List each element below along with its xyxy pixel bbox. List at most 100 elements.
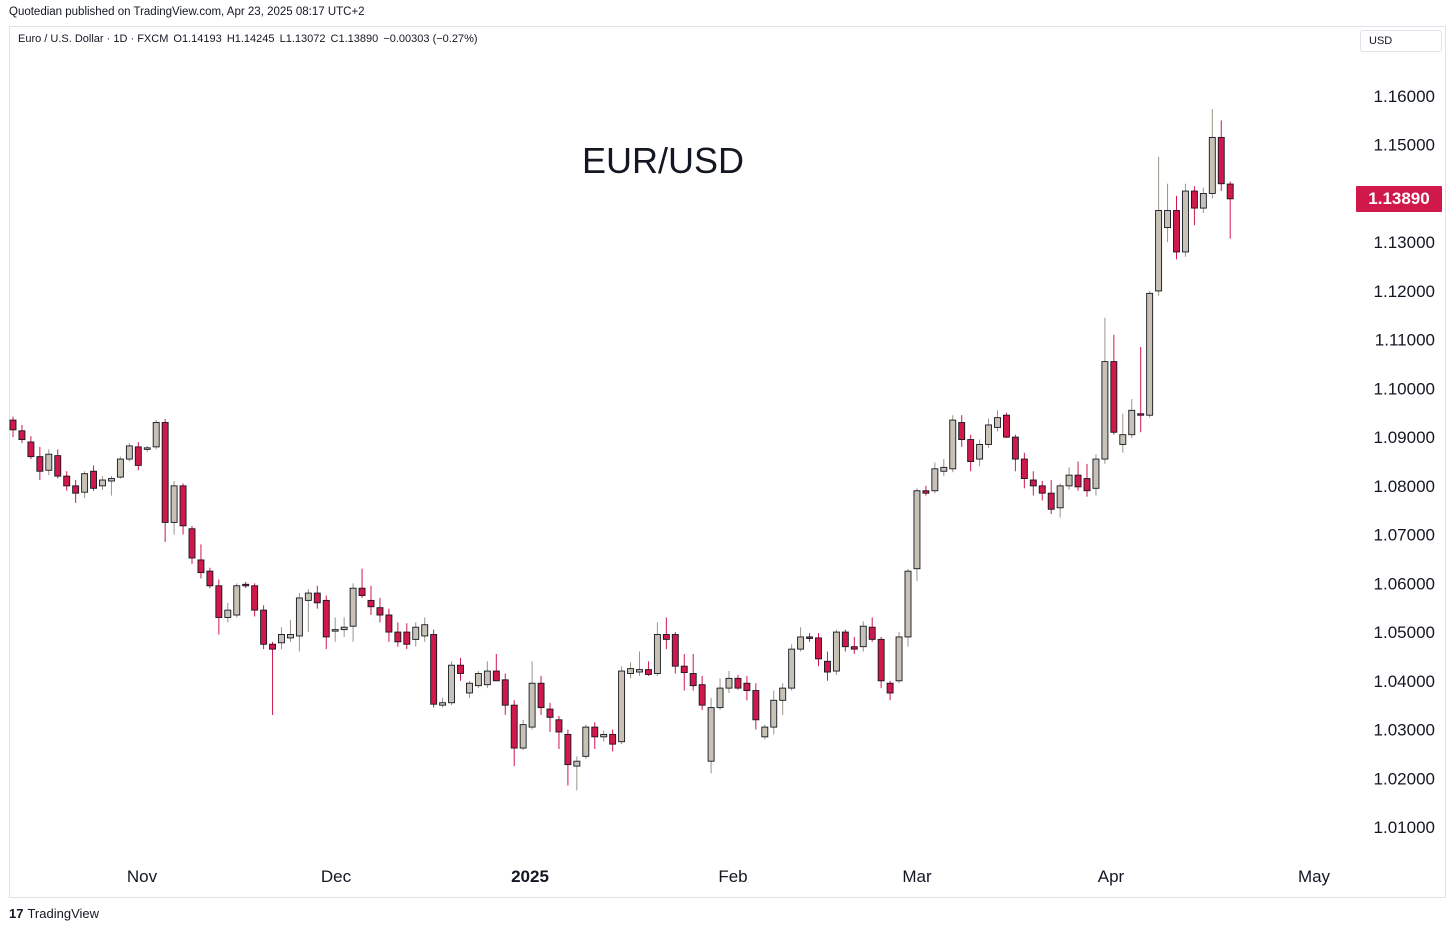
candle-body	[618, 670, 626, 743]
x-tick-label: 2025	[511, 867, 549, 886]
candle-body	[90, 470, 98, 489]
candle-body	[573, 760, 581, 767]
candle-body	[260, 609, 268, 645]
candle-body	[1083, 478, 1091, 492]
candle-body	[1110, 361, 1118, 433]
candle-body	[850, 646, 858, 650]
y-tick-label: 1.07000	[1374, 526, 1435, 545]
x-tick-label: Dec	[321, 867, 352, 886]
candle-body	[1217, 136, 1225, 185]
candle-body	[636, 669, 643, 673]
x-tick-label: Mar	[902, 867, 932, 886]
candle-body	[1173, 210, 1180, 253]
y-tick-label: 1.08000	[1374, 477, 1435, 496]
candle-body	[1164, 210, 1172, 229]
candle-body	[116, 458, 124, 478]
candle-body	[358, 587, 366, 596]
chart-title: EUR/USD	[582, 140, 745, 181]
candle-body	[45, 453, 53, 471]
y-tick-label: 1.02000	[1374, 769, 1435, 788]
candle-body	[72, 485, 80, 494]
y-tick-label: 1.13000	[1374, 233, 1435, 252]
candle-body	[752, 690, 760, 721]
candle-body	[716, 687, 724, 709]
candle-body	[868, 626, 876, 640]
candle-body	[197, 559, 205, 574]
candle-body	[653, 634, 661, 674]
candle-body	[27, 441, 35, 458]
candle-body	[671, 634, 679, 667]
candle-body	[1003, 414, 1010, 438]
candle-body	[627, 668, 634, 674]
candle-body	[474, 673, 482, 687]
candle-body	[510, 704, 518, 749]
candle-body	[519, 724, 527, 749]
candle-body	[1119, 434, 1127, 445]
x-tick-label: Feb	[718, 867, 747, 886]
candle-body	[9, 419, 17, 431]
legend-open: O1.14193	[173, 33, 222, 45]
chart-frame	[9, 26, 1446, 898]
candle-body	[1137, 413, 1145, 416]
candle-body	[770, 699, 778, 728]
candle-body	[376, 607, 384, 616]
candle-body	[349, 587, 357, 627]
candle-body	[967, 439, 975, 462]
candle-body	[81, 473, 89, 493]
candle-body	[394, 631, 402, 643]
candle-body	[1208, 136, 1216, 194]
candle-body	[949, 419, 957, 470]
candle-body	[564, 733, 572, 766]
currency-selector[interactable]: USD	[1360, 30, 1442, 52]
footer-brand-label: TradingView	[27, 906, 100, 921]
candle-body	[940, 466, 948, 472]
candle-body	[725, 677, 733, 689]
x-tick-label: Nov	[127, 867, 158, 886]
y-tick-label: 1.09000	[1374, 428, 1435, 447]
candle-body	[886, 682, 894, 694]
candle-body	[161, 422, 169, 523]
candle-body	[331, 629, 339, 632]
legend-symbol[interactable]: Euro / U.S. Dollar · 1D · FXCM	[18, 33, 169, 45]
candle-body	[958, 422, 966, 441]
candle-body	[859, 625, 867, 648]
candle-body	[143, 447, 151, 450]
legend-high: H1.14245	[226, 33, 275, 45]
y-tick-label: 1.04000	[1374, 672, 1435, 691]
candle-body	[1199, 193, 1207, 209]
candle-body	[1181, 190, 1189, 253]
candle-body	[779, 687, 787, 701]
candle-body	[448, 664, 455, 704]
candle-body	[976, 443, 984, 460]
y-tick-label: 1.06000	[1374, 574, 1435, 593]
candle-body	[600, 733, 608, 738]
candle-body	[815, 637, 822, 660]
candle-body	[278, 634, 285, 644]
candle-body	[439, 702, 447, 706]
candle-body	[385, 614, 393, 633]
candle-body	[421, 624, 429, 637]
candle-body	[806, 636, 813, 639]
candle-body	[707, 707, 715, 762]
published-note: Quotedian published on TradingView.com, …	[9, 6, 365, 18]
candle-body	[36, 456, 44, 472]
candle-body	[107, 478, 115, 482]
candle-body	[18, 430, 26, 441]
candle-body	[922, 490, 930, 494]
candle-body	[295, 597, 303, 637]
candle-body	[734, 677, 742, 689]
candle-body	[242, 583, 250, 587]
candle-body	[537, 682, 545, 709]
candle-body	[1155, 210, 1163, 292]
candle-body	[188, 528, 196, 559]
candle-body	[152, 422, 160, 448]
candle-body	[895, 636, 903, 682]
candle-body	[931, 468, 939, 492]
candle-body	[233, 585, 241, 616]
x-tick-label: May	[1298, 867, 1331, 886]
candle-body	[1146, 292, 1154, 416]
y-tick-label: 1.12000	[1374, 282, 1435, 301]
candle-body	[322, 599, 330, 638]
candle-body	[501, 679, 509, 706]
